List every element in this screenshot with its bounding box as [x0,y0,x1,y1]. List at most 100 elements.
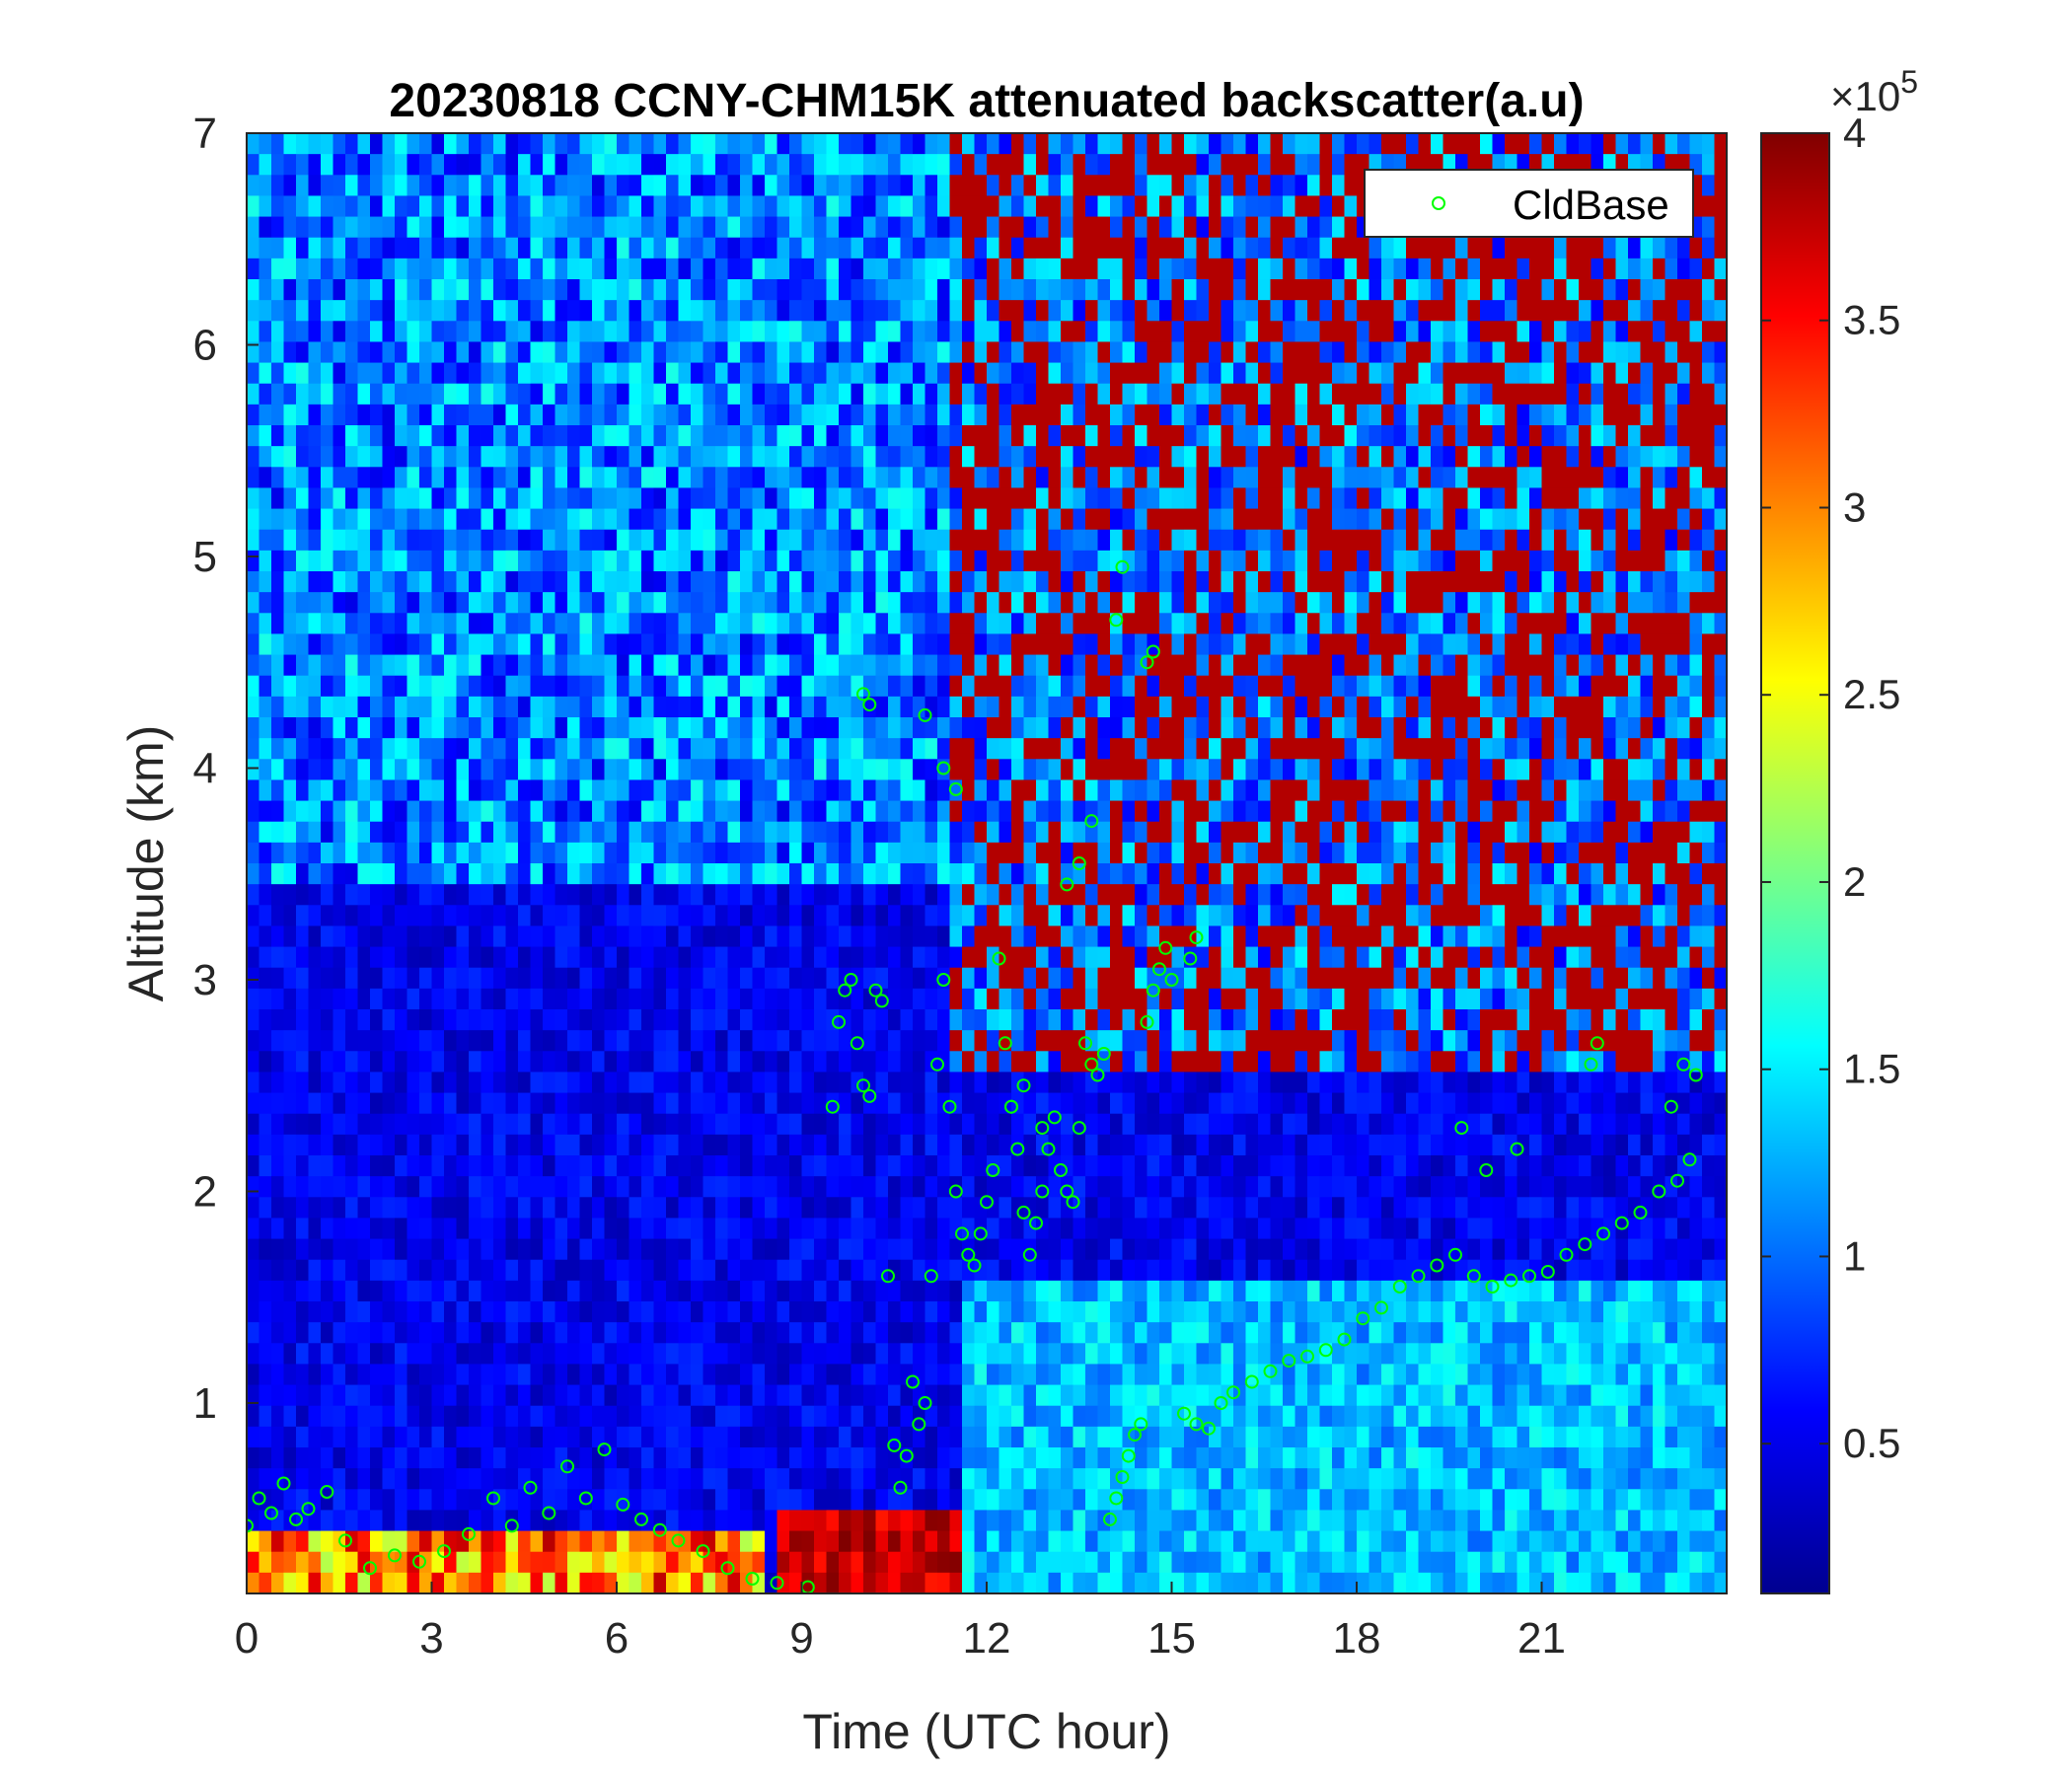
heatmap-cell [530,654,544,677]
heatmap-cell [1073,279,1086,301]
heatmap-cell [543,237,556,259]
heatmap-cell [296,1572,310,1593]
heatmap-cell [283,1447,297,1469]
heatmap-cell [1036,1155,1050,1177]
heatmap-cell [419,946,433,969]
heatmap-cell [579,905,593,927]
heatmap-cell [863,467,877,489]
heatmap-cell [1085,529,1099,552]
heatmap-cell [691,1301,704,1323]
heatmap-cell [962,258,976,280]
heatmap-cell [888,592,902,614]
heatmap-cell [382,1551,396,1574]
heatmap-cell [407,842,420,864]
heatmap-cell [691,1447,704,1469]
heatmap-cell [1085,1551,1099,1574]
heatmap-cell [259,383,272,406]
heatmap-cell [789,487,803,510]
heatmap-cell [962,1405,976,1428]
heatmap-cell [727,1384,741,1407]
heatmap-cell [851,425,864,447]
heatmap-cell [765,1238,778,1261]
heatmap-cell [937,654,951,677]
heatmap-cell [283,717,297,739]
heatmap-cell [518,216,532,239]
heatmap-cell [247,863,260,885]
heatmap-cell [752,1218,766,1240]
heatmap-cell [678,1259,692,1282]
heatmap-cell [604,821,618,844]
heatmap-cell [900,1030,914,1052]
heatmap-cell [789,1551,803,1574]
heatmap-cell [629,404,642,426]
heatmap-cell [493,1364,507,1386]
heatmap-cell [283,1572,297,1593]
heatmap-cell [1036,571,1050,593]
heatmap-cell [1110,1197,1124,1220]
heatmap-cell [604,341,618,364]
heatmap-cell [962,133,976,155]
heatmap-cell [987,300,1000,322]
heatmap-cell [814,279,828,301]
heatmap-cell [653,654,667,677]
heatmap-cell [999,383,1012,406]
heatmap-cell [518,1197,532,1220]
heatmap-cell [567,1364,581,1386]
heatmap-cell [666,967,680,990]
heatmap-cell [1073,404,1086,426]
heatmap-cell [333,1322,346,1344]
heatmap-cell [333,905,346,927]
heatmap-cell [296,925,310,948]
heatmap-cell [678,1155,692,1177]
heatmap-cell [826,258,840,280]
heatmap-cell [271,467,285,489]
heatmap-cell [727,1447,741,1469]
heatmap-cell [357,884,371,906]
heatmap-cell [839,1280,852,1302]
heatmap-cell [357,467,371,489]
heatmap-cell [456,258,470,280]
heatmap-cell [283,133,297,155]
heatmap-cell [1048,1134,1062,1156]
heatmap-cell [839,446,852,468]
heatmap-cell [469,529,482,552]
heatmap-cell [308,1447,322,1469]
heatmap-cell [333,1280,346,1302]
heatmap-cell [1110,1343,1124,1366]
heatmap-cell [678,592,692,614]
heatmap-cell [431,863,445,885]
heatmap-cell [1122,216,1136,239]
heatmap-cell [271,925,285,948]
heatmap-cell [617,571,630,593]
heatmap-cell [283,529,297,552]
heatmap-cell [395,1197,408,1220]
heatmap-cell [1061,487,1074,510]
heatmap-cell [321,175,334,197]
heatmap-cell [543,1238,556,1261]
heatmap-cell [875,279,889,301]
heatmap-cell [518,487,532,510]
heatmap-cell [469,779,482,802]
heatmap-cell [1073,905,1086,927]
heatmap-cell [937,1405,951,1428]
heatmap-cell [357,1364,371,1386]
heatmap-cell [740,821,754,844]
heatmap-cell [937,738,951,760]
heatmap-cell [617,1447,630,1469]
heatmap-cell [493,842,507,864]
heatmap-cell [1011,613,1025,635]
heatmap-cell [431,300,445,322]
heatmap-cell [370,1530,384,1553]
heatmap-cell [271,821,285,844]
heatmap-cell [641,1280,655,1302]
heatmap-cell [518,633,532,656]
heatmap-cell [357,571,371,593]
heatmap-cell [431,1072,445,1094]
heatmap-cell [641,216,655,239]
heatmap-cell [283,1489,297,1512]
heatmap-cell [1011,884,1025,906]
heatmap-cell [1061,1238,1074,1261]
heatmap-cell [456,905,470,927]
heatmap-cell [1085,1176,1099,1198]
heatmap-cell [962,529,976,552]
